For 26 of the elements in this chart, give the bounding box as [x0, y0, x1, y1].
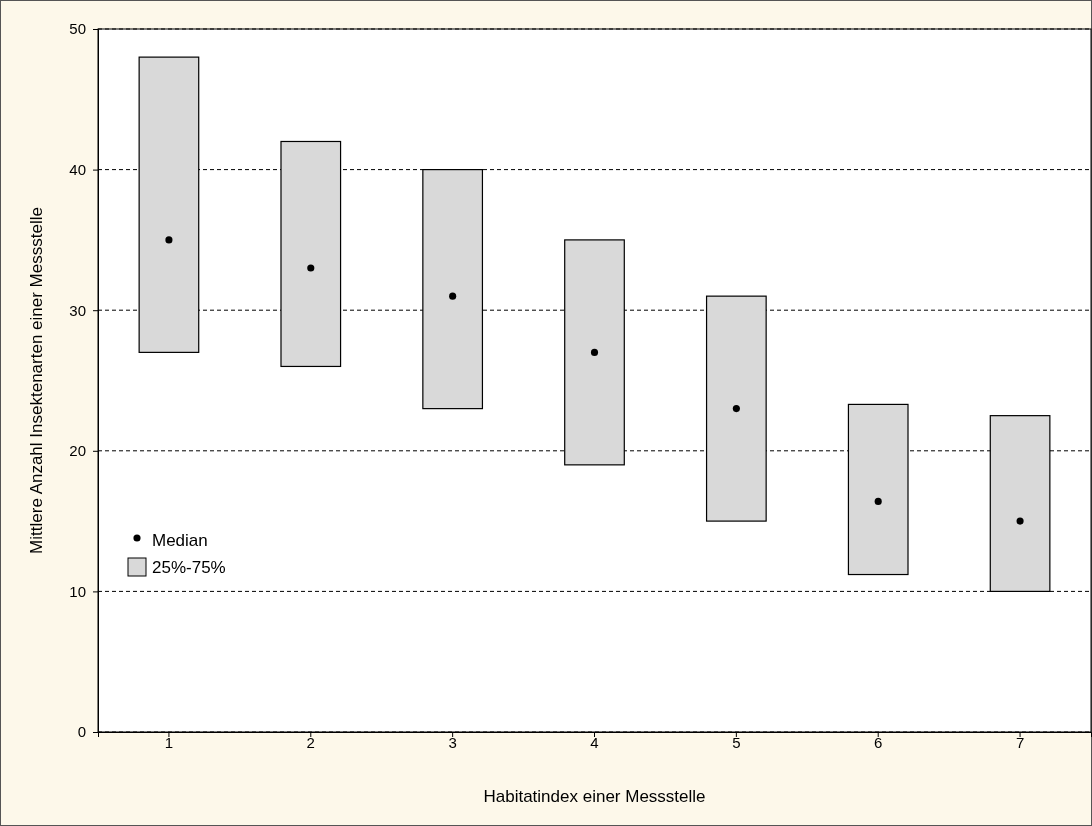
x-tick-label: 4 [590, 734, 599, 751]
legend-label: 25%-75% [152, 558, 226, 577]
x-tick-label: 1 [164, 734, 174, 751]
y-tick-label: 30 [69, 301, 86, 319]
legend-label: Median [152, 531, 208, 550]
y-tick-label: 20 [69, 442, 86, 460]
y-axis-title: Mittlere Anzahl Insektenarten einer Messstelle [27, 207, 46, 554]
point [307, 264, 315, 272]
y-tick-label: 0 [77, 723, 86, 741]
x-tick-label: 5 [732, 734, 741, 751]
point [874, 497, 882, 505]
x-axis-title: Habitatindex einer Messstelle [483, 787, 706, 806]
x-tick-label: 7 [1015, 734, 1025, 751]
point [590, 348, 599, 356]
point [1016, 517, 1024, 525]
y-tick-label: 40 [69, 160, 86, 178]
x-tick-label: 6 [874, 734, 883, 751]
bar [280, 140, 342, 368]
x-tick-label: 3 [448, 734, 457, 751]
y-tick-label: 50 [69, 20, 86, 38]
point [165, 236, 173, 244]
bar [705, 295, 767, 522]
point [449, 292, 457, 300]
y-tick-label: 10 [69, 582, 86, 600]
point [732, 405, 740, 413]
x-tick-label: 2 [306, 734, 315, 751]
